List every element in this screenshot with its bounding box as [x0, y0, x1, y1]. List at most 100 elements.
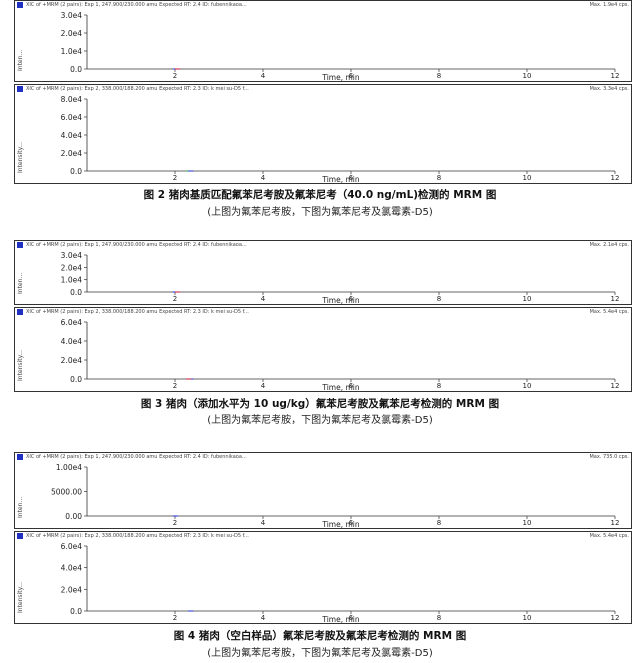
y-tick-label: 3.0e4 — [61, 11, 83, 20]
y-tick-label: 1.0e4 — [61, 276, 83, 285]
x-tick-label: 10 — [523, 72, 532, 80]
y-tick-label: 2.0e4 — [61, 263, 83, 272]
y-tick-label: 0.0 — [70, 607, 82, 616]
x-tick-label: 8 — [437, 614, 441, 622]
figure-subcaption-4: (上图为氟苯尼考胺，下图为氟苯尼考及氯霉素-D5) — [207, 648, 433, 659]
figure-caption-3: 图 3 猪肉（添加水平为 10 ug/kg）氟苯尼考胺及氟苯尼考检测的 MRM … — [140, 398, 500, 410]
x-tick-label: 6 — [349, 174, 354, 182]
x-tick-label: 12 — [611, 519, 620, 527]
panel-header-text: XIC of +MRM (2 pairs): Exp 1, 247.900/23… — [26, 242, 247, 248]
y-tick-label: 2.0e4 — [61, 585, 83, 594]
chromatogram-panel-fig3-top: XIC of +MRM (2 pairs): Exp 1, 247.900/23… — [14, 240, 632, 305]
y-tick-label: 6.0e4 — [61, 318, 83, 327]
x-tick-label: 4 — [261, 519, 266, 527]
x-tick-label: 6 — [349, 72, 354, 80]
x-tick-label: 12 — [611, 382, 620, 390]
x-tick-label: 2 — [173, 174, 177, 182]
x-tick-label: 4 — [261, 72, 266, 80]
figure-caption-4: 图 4 猪肉（空白样品）氟苯尼考胺及氟苯尼考检测的 MRM 图 — [173, 630, 467, 642]
x-axis-label: Time, min — [321, 383, 360, 391]
x-tick-label: 10 — [523, 519, 532, 527]
chromatogram-plot: 0.00 5000.00 1.00e4 2 4 6 8 10 12 Time, min — [51, 463, 620, 528]
y-tick-label: 0.0 — [70, 65, 82, 74]
y-tick-label: 6.0e4 — [61, 113, 83, 122]
y-tick-label: 4.0e4 — [61, 337, 83, 346]
panel-max-cps: Max. 2.1e4 cps. — [589, 242, 629, 248]
panel-header: XIC of +MRM (2 pairs): Exp 1, 247.900/23… — [15, 241, 631, 250]
y-tick-label: 1.0e4 — [61, 47, 83, 56]
y-tick-label: 1.00e4 — [56, 463, 82, 472]
y-tick-label: 3.0e4 — [61, 251, 83, 260]
x-tick-label: 10 — [523, 174, 532, 182]
x-tick-label: 2 — [173, 614, 177, 622]
y-tick-label: 6.0e4 — [61, 542, 83, 551]
y-tick-label: 0.0 — [70, 167, 82, 176]
panel-header: XIC of +MRM (2 pairs): Exp 2, 338.000/18… — [15, 85, 631, 94]
x-tick-label: 8 — [437, 382, 441, 390]
y-tick-label: 2.0e4 — [61, 29, 83, 38]
chromatogram-plot: 0.0 1.0e4 2.0e4 3.0e4 2 4 6 8 10 12 Time, min — [61, 251, 620, 304]
chromatogram-panel-fig3-bottom: XIC of +MRM (2 pairs): Exp 2, 338.000/18… — [14, 307, 632, 392]
y-tick-label: 8.0e4 — [61, 95, 83, 104]
series-marker-icon — [17, 242, 23, 248]
x-tick-label: 6 — [349, 519, 354, 527]
x-axis-label: Time, min — [321, 296, 360, 304]
x-tick-label: 4 — [261, 174, 266, 182]
y-tick-label: 5000.00 — [51, 488, 82, 497]
x-tick-label: 6 — [349, 295, 354, 303]
panel-header-text: XIC of +MRM (2 pairs): Exp 2, 338.000/18… — [26, 309, 249, 315]
series-marker-icon — [17, 2, 23, 8]
x-tick-label: 8 — [437, 519, 441, 527]
chromatogram-panel-fig4-bottom: XIC of +MRM (2 pairs): Exp 2, 338.000/18… — [14, 531, 632, 624]
chromatogram-plot: 0.0 2.0e4 4.0e4 6.0e4 8.0e4 2 4 6 8 10 12 Time, min — [61, 95, 620, 183]
panel-max-cps: Max. 3.3e4 cps. — [589, 86, 629, 92]
chromatogram-plot: 0.0 2.0e4 4.0e4 6.0e4 2 4 6 8 10 12 Time, min — [61, 318, 620, 391]
panel-header: XIC of +MRM (2 pairs): Exp 1, 247.900/23… — [15, 453, 631, 462]
x-tick-label: 2 — [173, 72, 177, 80]
series-marker-icon — [17, 533, 23, 539]
x-tick-label: 4 — [261, 295, 266, 303]
panel-header-text: XIC of +MRM (2 pairs): Exp 1, 247.900/23… — [26, 2, 247, 8]
panel-max-cps: Max. 5.4e4 cps. — [589, 309, 629, 315]
x-tick-label: 2 — [173, 382, 177, 390]
x-tick-label: 10 — [523, 382, 532, 390]
panel-header: XIC of +MRM (2 pairs): Exp 2, 338.000/18… — [15, 532, 631, 541]
y-tick-label: 2.0e4 — [61, 356, 83, 365]
x-tick-label: 12 — [611, 72, 620, 80]
x-tick-label: 2 — [173, 295, 177, 303]
x-tick-label: 10 — [523, 614, 532, 622]
figure-subcaption-3: (上图为氟苯尼考胺，下图为氟苯尼考及氯霉素-D5) — [207, 415, 433, 426]
panel-header-text: XIC of +MRM (2 pairs): Exp 2, 338.000/18… — [26, 86, 249, 92]
chromatogram-plot: 0.0 1.0e4 2.0e4 3.0e4 2 4 6 8 10 12 Time, min — [61, 11, 620, 81]
panel-header-text: XIC of +MRM (2 pairs): Exp 1, 247.900/23… — [26, 454, 247, 460]
x-tick-label: 6 — [349, 614, 354, 622]
series-marker-icon — [17, 86, 23, 92]
series-marker-icon — [17, 309, 23, 315]
y-tick-label: 4.0e4 — [61, 564, 83, 573]
x-tick-label: 12 — [611, 174, 620, 182]
x-axis-label: Time, min — [321, 615, 360, 623]
panel-header: XIC of +MRM (2 pairs): Exp 2, 338.000/18… — [15, 308, 631, 317]
x-axis-label: Time, min — [321, 73, 360, 81]
panel-max-cps: Max. 735.0 cps. — [589, 454, 629, 460]
y-tick-label: 4.0e4 — [61, 131, 83, 140]
x-tick-label: 8 — [437, 295, 441, 303]
x-tick-label: 8 — [437, 174, 441, 182]
chromatogram-plot: 0.0 2.0e4 4.0e4 6.0e4 2 4 6 8 10 12 Time, min — [61, 542, 620, 623]
x-tick-label: 12 — [611, 614, 620, 622]
y-tick-label: 0.0 — [70, 375, 82, 384]
figure-subcaption-2: (上图为氟苯尼考胺，下图为氟苯尼考及氯霉素-D5) — [207, 207, 433, 218]
chromatogram-panel-fig2-bottom: XIC of +MRM (2 pairs): Exp 2, 338.000/18… — [14, 84, 632, 184]
x-tick-label: 6 — [349, 382, 354, 390]
panel-max-cps: Max. 5.4e4 cps. — [589, 533, 629, 539]
chromatogram-panel-fig2-top: XIC of +MRM (2 pairs): Exp 1, 247.900/23… — [14, 0, 632, 82]
panel-max-cps: Max. 1.9e4 cps. — [589, 2, 629, 8]
x-tick-label: 2 — [173, 519, 177, 527]
x-tick-label: 12 — [611, 295, 620, 303]
x-tick-label: 4 — [261, 614, 266, 622]
x-tick-label: 4 — [261, 382, 266, 390]
panel-header-text: XIC of +MRM (2 pairs): Exp 2, 338.000/18… — [26, 533, 249, 539]
series-marker-icon — [17, 454, 23, 460]
x-axis-label: Time, min — [321, 175, 360, 183]
y-tick-label: 2.0e4 — [61, 149, 83, 158]
